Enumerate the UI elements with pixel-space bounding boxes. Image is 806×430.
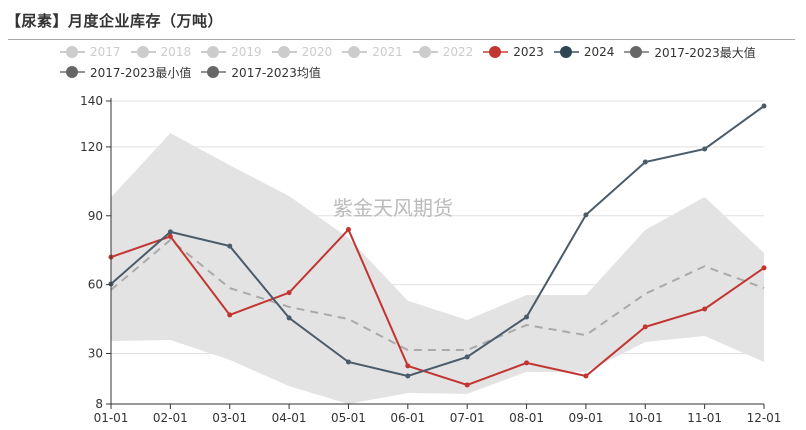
legend-marker-icon [60, 45, 85, 59]
legend-item-2019[interactable]: 2019 [201, 45, 262, 59]
legend-item-2017-2023最小值[interactable]: 2017-2023最小值 [60, 64, 191, 81]
legend-label: 2021 [372, 45, 403, 59]
legend-item-2023[interactable]: 2023 [483, 45, 544, 59]
axes: 8 30 60 90 120 140 01-01 02-01 03-01 04-01 05-01 06… [80, 94, 781, 425]
x-tick-label: 07-01 [450, 411, 485, 425]
data-point[interactable] [167, 229, 173, 235]
legend-marker-icon [342, 45, 368, 59]
legend-item-2020[interactable]: 2020 [271, 45, 333, 59]
data-point[interactable] [464, 354, 470, 360]
title-divider [8, 39, 795, 40]
legend-marker-icon [60, 65, 85, 79]
data-point[interactable] [345, 359, 351, 365]
data-point[interactable] [761, 103, 767, 109]
y-tick-label: 60 [88, 278, 103, 292]
y-tick-label: 8 [95, 397, 103, 411]
x-tick-label: 10-01 [628, 411, 663, 425]
series-lines [108, 103, 767, 388]
legend-marker-icon [483, 45, 509, 59]
data-point[interactable] [227, 243, 233, 249]
y-tick-label: 120 [80, 140, 103, 154]
legend-label: 2017-2023最大值 [654, 45, 756, 60]
x-tick-label: 03-01 [212, 411, 247, 425]
chart-legend: 2017 2018 2019 2020 2021 2022 2023 2024 2017-202… [60, 42, 780, 82]
data-point[interactable] [524, 360, 530, 366]
legend-label: 2019 [231, 45, 262, 59]
data-point[interactable] [405, 363, 411, 369]
data-point[interactable] [227, 312, 233, 318]
legend-item-2021[interactable]: 2021 [342, 45, 403, 59]
x-tick-label: 01-01 [94, 411, 129, 425]
data-point[interactable] [702, 306, 708, 312]
legend-marker-icon [271, 45, 297, 59]
legend-row: 2017-2023最小值 2017-2023均值 [60, 62, 780, 82]
data-point[interactable] [642, 324, 648, 330]
legend-label: 2017 [90, 45, 121, 59]
data-point[interactable] [167, 233, 173, 239]
legend-label: 2017-2023均值 [231, 65, 321, 80]
watermark: 紫金天风期货 [333, 196, 453, 220]
data-point[interactable] [702, 146, 708, 152]
x-tick-label: 06-01 [390, 411, 425, 425]
x-tick-label: 11-01 [687, 411, 722, 425]
legend-marker-icon [624, 45, 650, 59]
legend-marker-icon [553, 45, 579, 59]
x-tick-label: 12-01 [747, 411, 782, 425]
data-point[interactable] [583, 373, 589, 379]
x-tick-label: 02-01 [153, 411, 188, 425]
legend-item-2017[interactable]: 2017 [60, 45, 121, 59]
legend-label: 2023 [513, 45, 544, 59]
legend-marker-icon [201, 65, 227, 79]
legend-marker-icon [412, 45, 438, 59]
max-min-range-area [111, 133, 764, 405]
min-max-band [111, 133, 764, 405]
data-point[interactable] [286, 290, 292, 296]
legend-label: 2018 [160, 45, 192, 59]
data-point[interactable] [642, 159, 648, 165]
data-point[interactable] [464, 382, 470, 388]
legend-item-2017-2023均值[interactable]: 2017-2023均值 [201, 64, 321, 81]
legend-marker-icon [201, 45, 227, 59]
y-tick-label: 30 [88, 347, 103, 361]
series-line-2017-2023均值 [110, 238, 765, 352]
x-tick-label: 08-01 [509, 411, 544, 425]
legend-marker-icon [130, 45, 156, 59]
legend-item-2017-2023最大值[interactable]: 2017-2023最大值 [624, 44, 756, 61]
series-line-2024 [110, 105, 765, 378]
y-tick-label: 90 [88, 209, 103, 223]
y-tick-label: 140 [80, 94, 103, 108]
x-tick-label: 04-01 [272, 411, 307, 425]
data-point[interactable] [524, 314, 530, 320]
legend-label: 2017-2023最小值 [90, 65, 192, 80]
x-tick-label: 09-01 [568, 411, 603, 425]
legend-label: 2022 [442, 45, 474, 59]
series-line-2023 [110, 227, 765, 387]
data-point[interactable] [345, 227, 351, 233]
legend-label: 2020 [301, 45, 333, 59]
data-point[interactable] [405, 373, 411, 379]
legend-item-2022[interactable]: 2022 [412, 45, 474, 59]
x-tick-label: 05-01 [331, 411, 366, 425]
legend-item-2024[interactable]: 2024 [553, 45, 615, 59]
data-point[interactable] [761, 265, 767, 271]
legend-item-2018[interactable]: 2018 [130, 45, 192, 59]
legend-row: 2017 2018 2019 2020 2021 2022 2023 2024 2017-202… [60, 42, 780, 62]
legend-label: 2024 [583, 45, 615, 59]
chart-title: 【尿素】月度企业库存（万吨） [6, 12, 224, 30]
data-point[interactable] [583, 212, 589, 218]
data-point[interactable] [286, 315, 292, 321]
